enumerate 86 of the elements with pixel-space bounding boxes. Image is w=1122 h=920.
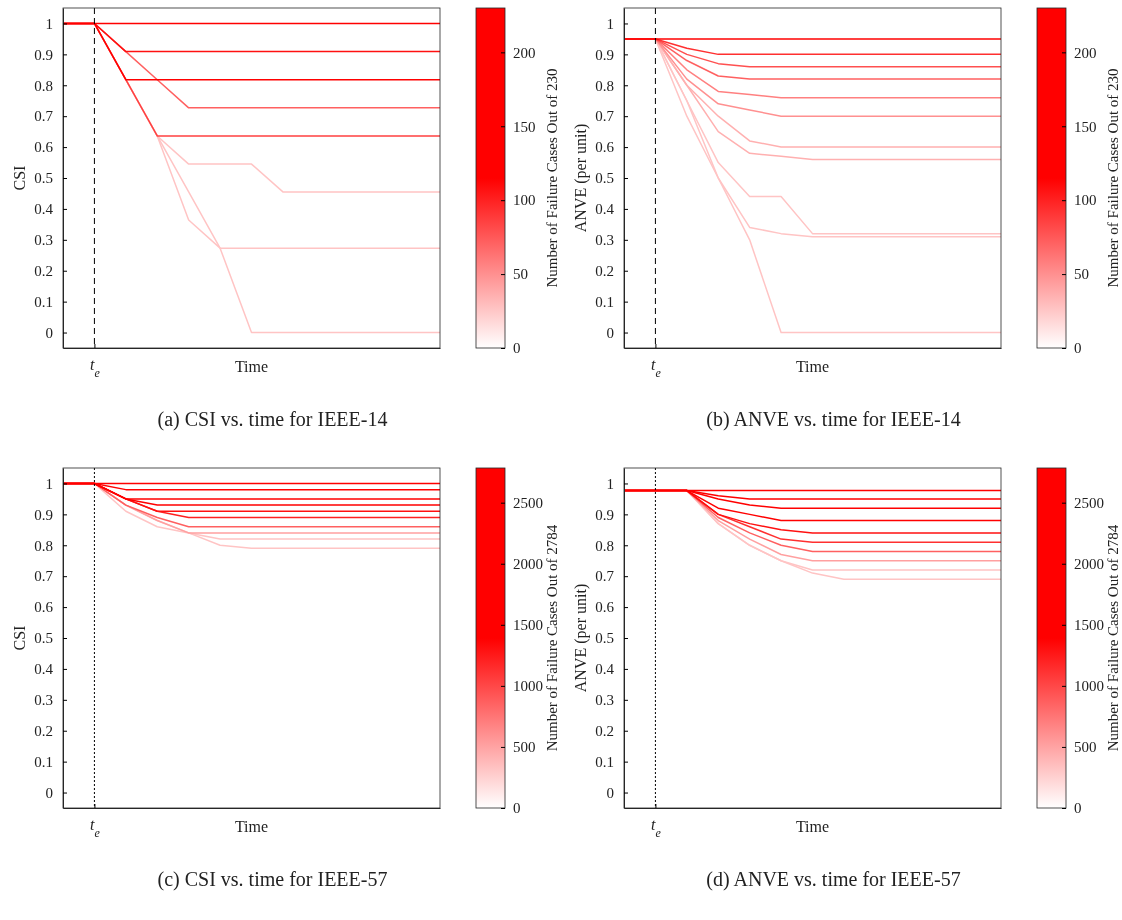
y-tick-label: 0.8 xyxy=(595,77,614,94)
y-tick-label: 0.2 xyxy=(595,723,614,740)
y-tick-label: 0.6 xyxy=(595,599,615,616)
x-tick-label: t$_{e}$ xyxy=(90,816,101,841)
y-tick-label: 0.7 xyxy=(595,568,615,585)
color-bar-label: 1500 xyxy=(1074,617,1104,634)
y-axis-title: CSI xyxy=(11,625,28,651)
y-tick-label: 0 xyxy=(45,784,53,801)
color-bar-label: 1500 xyxy=(513,617,543,634)
color-bar-title: Number of Failure Cases Out of 230 xyxy=(1105,68,1121,288)
x-tick-label: t$_{e}$ xyxy=(651,356,662,381)
color-bar-label: 0 xyxy=(1074,800,1082,817)
text: (a) CSI vs. time for IEEE-14 xyxy=(157,408,388,431)
x-tick-label: t$_{e}$ xyxy=(90,356,101,381)
y-tick-label: 0.5 xyxy=(595,630,614,647)
y-tick-label: 0.2 xyxy=(34,723,53,740)
y-tick-label: 0.6 xyxy=(34,139,54,156)
y-tick-label: 0.7 xyxy=(34,568,54,585)
y-tick-label: 1 xyxy=(606,15,614,32)
y-tick-label: 0.9 xyxy=(34,46,53,63)
y-tick-label: 0.3 xyxy=(595,232,614,249)
x-axis-title: Time xyxy=(234,818,269,835)
color-bar-title: Number of Failure Cases Out of 230 xyxy=(544,68,560,288)
color-bar-title: Number of Failure Cases Out of 2784 xyxy=(1105,524,1121,752)
y-tick-label: 0.7 xyxy=(595,108,615,125)
y-tick-label: 0.8 xyxy=(595,537,614,554)
y-tick-label: 0 xyxy=(606,784,614,801)
y-tick-label: 1 xyxy=(45,15,53,32)
y-tick-label: 0.1 xyxy=(595,293,614,310)
y-axis-title: CSI xyxy=(11,165,28,191)
y-tick-label: 0.5 xyxy=(34,630,53,647)
color-bar-label: 100 xyxy=(513,192,536,209)
y-tick-label: 0.1 xyxy=(34,293,53,310)
y-tick-label: 1 xyxy=(45,475,53,492)
color-bar-label: 200 xyxy=(1074,44,1097,61)
color-bar-label: 150 xyxy=(513,118,536,135)
y-tick-label: 0.3 xyxy=(34,232,53,249)
color-bar-label: 2500 xyxy=(513,494,543,511)
y-tick-label: 0.6 xyxy=(595,139,615,156)
color-bar-label: 2500 xyxy=(1074,494,1104,511)
y-tick-label: 0.4 xyxy=(595,661,615,678)
y-tick-label: 0.3 xyxy=(595,692,614,709)
y-tick-label: 0.1 xyxy=(595,753,614,770)
x-axis-title: Time xyxy=(234,358,269,375)
color-bar-label: 1000 xyxy=(513,678,543,695)
y-tick-label: 0.3 xyxy=(34,692,53,709)
y-tick-label: 0.8 xyxy=(34,77,53,94)
y-tick-label: 0.2 xyxy=(34,263,53,280)
y-tick-label: 0.7 xyxy=(34,108,54,125)
color-bar-label: 2000 xyxy=(1074,556,1104,573)
color-bar-label: 0 xyxy=(513,340,521,357)
y-tick-label: 0.9 xyxy=(34,506,53,523)
y-tick-label: 0 xyxy=(606,324,614,341)
y-tick-label: 1 xyxy=(606,475,614,492)
color-bar-label: 50 xyxy=(1074,266,1089,283)
color-bar-title: Number of Failure Cases Out of 2784 xyxy=(544,524,560,752)
color-bar-label: 50 xyxy=(513,266,528,283)
x-tick-label: t$_{e}$ xyxy=(651,816,662,841)
x-axis-title: Time xyxy=(795,358,830,375)
color-bar-label: 2000 xyxy=(513,556,543,573)
y-tick-label: 0.5 xyxy=(595,170,614,187)
color-bar-label: 1000 xyxy=(1074,678,1104,695)
y-tick-label: 0.2 xyxy=(595,263,614,280)
color-bar-label: 500 xyxy=(1074,739,1097,756)
y-tick-label: 0.9 xyxy=(595,46,614,63)
color-bar-label: 0 xyxy=(1074,340,1082,357)
y-tick-label: 0.9 xyxy=(595,506,614,523)
y-tick-label: 0 xyxy=(45,324,53,341)
color-bar-label: 100 xyxy=(1074,192,1097,209)
text: (c) CSI vs. time for IEEE-57 xyxy=(157,868,388,891)
y-tick-label: 0.6 xyxy=(34,599,54,616)
color-bar-label: 500 xyxy=(513,739,536,756)
color-bar-label: 0 xyxy=(513,800,521,817)
y-tick-label: 0.1 xyxy=(34,753,53,770)
text: (d) ANVE vs. time for IEEE-57 xyxy=(706,868,961,891)
y-tick-label: 0.8 xyxy=(34,537,53,554)
y-tick-label: 0.4 xyxy=(595,201,615,218)
color-bar-label: 200 xyxy=(513,44,536,61)
y-tick-label: 0.5 xyxy=(34,170,53,187)
x-axis-title: Time xyxy=(795,818,830,835)
y-axis-title: ANVE (per unit) xyxy=(572,583,590,693)
y-axis-title: ANVE (per unit) xyxy=(572,123,590,233)
text: (b) ANVE vs. time for IEEE-14 xyxy=(706,408,961,431)
y-tick-label: 0.4 xyxy=(34,661,54,678)
y-tick-label: 0.4 xyxy=(34,201,54,218)
color-bar-label: 150 xyxy=(1074,118,1097,135)
